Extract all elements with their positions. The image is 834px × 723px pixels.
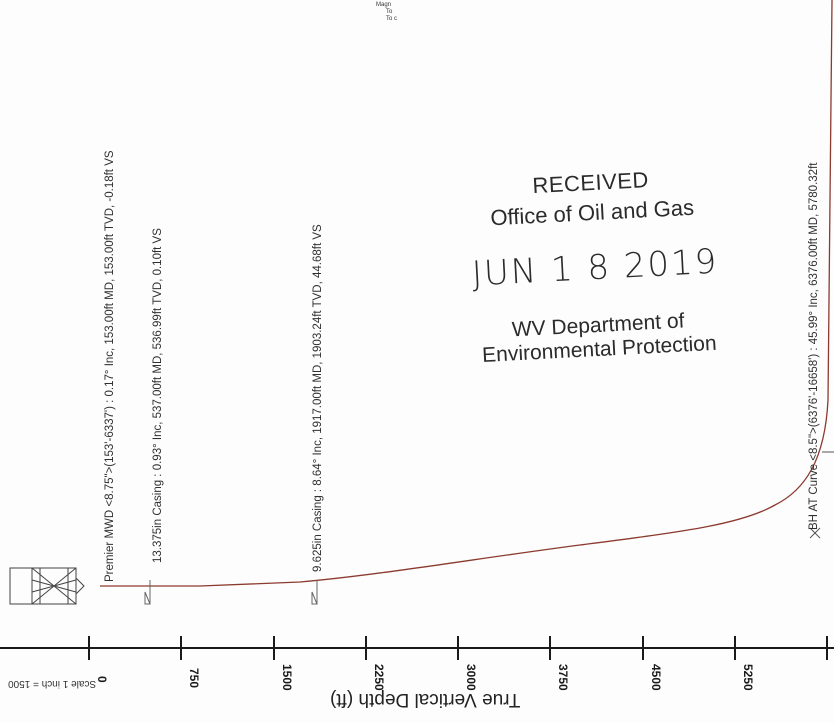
tick-label: 1500 <box>280 664 294 691</box>
received-stamp: RECEIVED Office of Oil and Gas JUN 1 8 2… <box>425 161 765 370</box>
tick-label: 2250 <box>372 664 386 691</box>
corner-line: Magn <box>376 2 392 8</box>
corner-line: To <box>386 9 393 15</box>
casing-marker-13375 <box>144 580 151 605</box>
tick-label: 5250 <box>741 664 755 691</box>
annotation-bh-curve: BH AT Curve <8.5">(6376'-16658') : 45.99… <box>808 162 820 530</box>
tick-label: 4500 <box>649 664 663 691</box>
tick-label: 750 <box>187 668 201 688</box>
axis-title: True Vertical Depth (ft) <box>330 689 521 710</box>
annotation-9625-casing: 9.625in Casing : 8.64° Inc, 1917.00ft MD… <box>312 224 324 572</box>
annotation-13375-casing: 13.375in Casing : 0.93° Inc, 537.00ft MD… <box>152 228 164 563</box>
casing-marker-9625 <box>311 580 318 605</box>
magnetic-info-text: Magn To To c <box>376 2 397 23</box>
scale-note: Scale 1 inch = 1500 <box>8 678 97 689</box>
tick-label: 3750 <box>556 664 570 691</box>
tvd-axis <box>0 636 834 660</box>
well-path-line <box>100 0 833 587</box>
tick-label: 3000 <box>464 664 478 691</box>
stamp-date: JUN 1 8 2019 <box>470 241 720 295</box>
drilling-rig-icon <box>9 567 85 605</box>
tick-label: 0 <box>95 676 109 683</box>
bh-curve-marker <box>809 527 821 539</box>
corner-line: To c <box>386 16 398 22</box>
annotation-premier-mwd: Premier MWD <8.75">(153'-6337') : 0.17° … <box>104 150 116 582</box>
